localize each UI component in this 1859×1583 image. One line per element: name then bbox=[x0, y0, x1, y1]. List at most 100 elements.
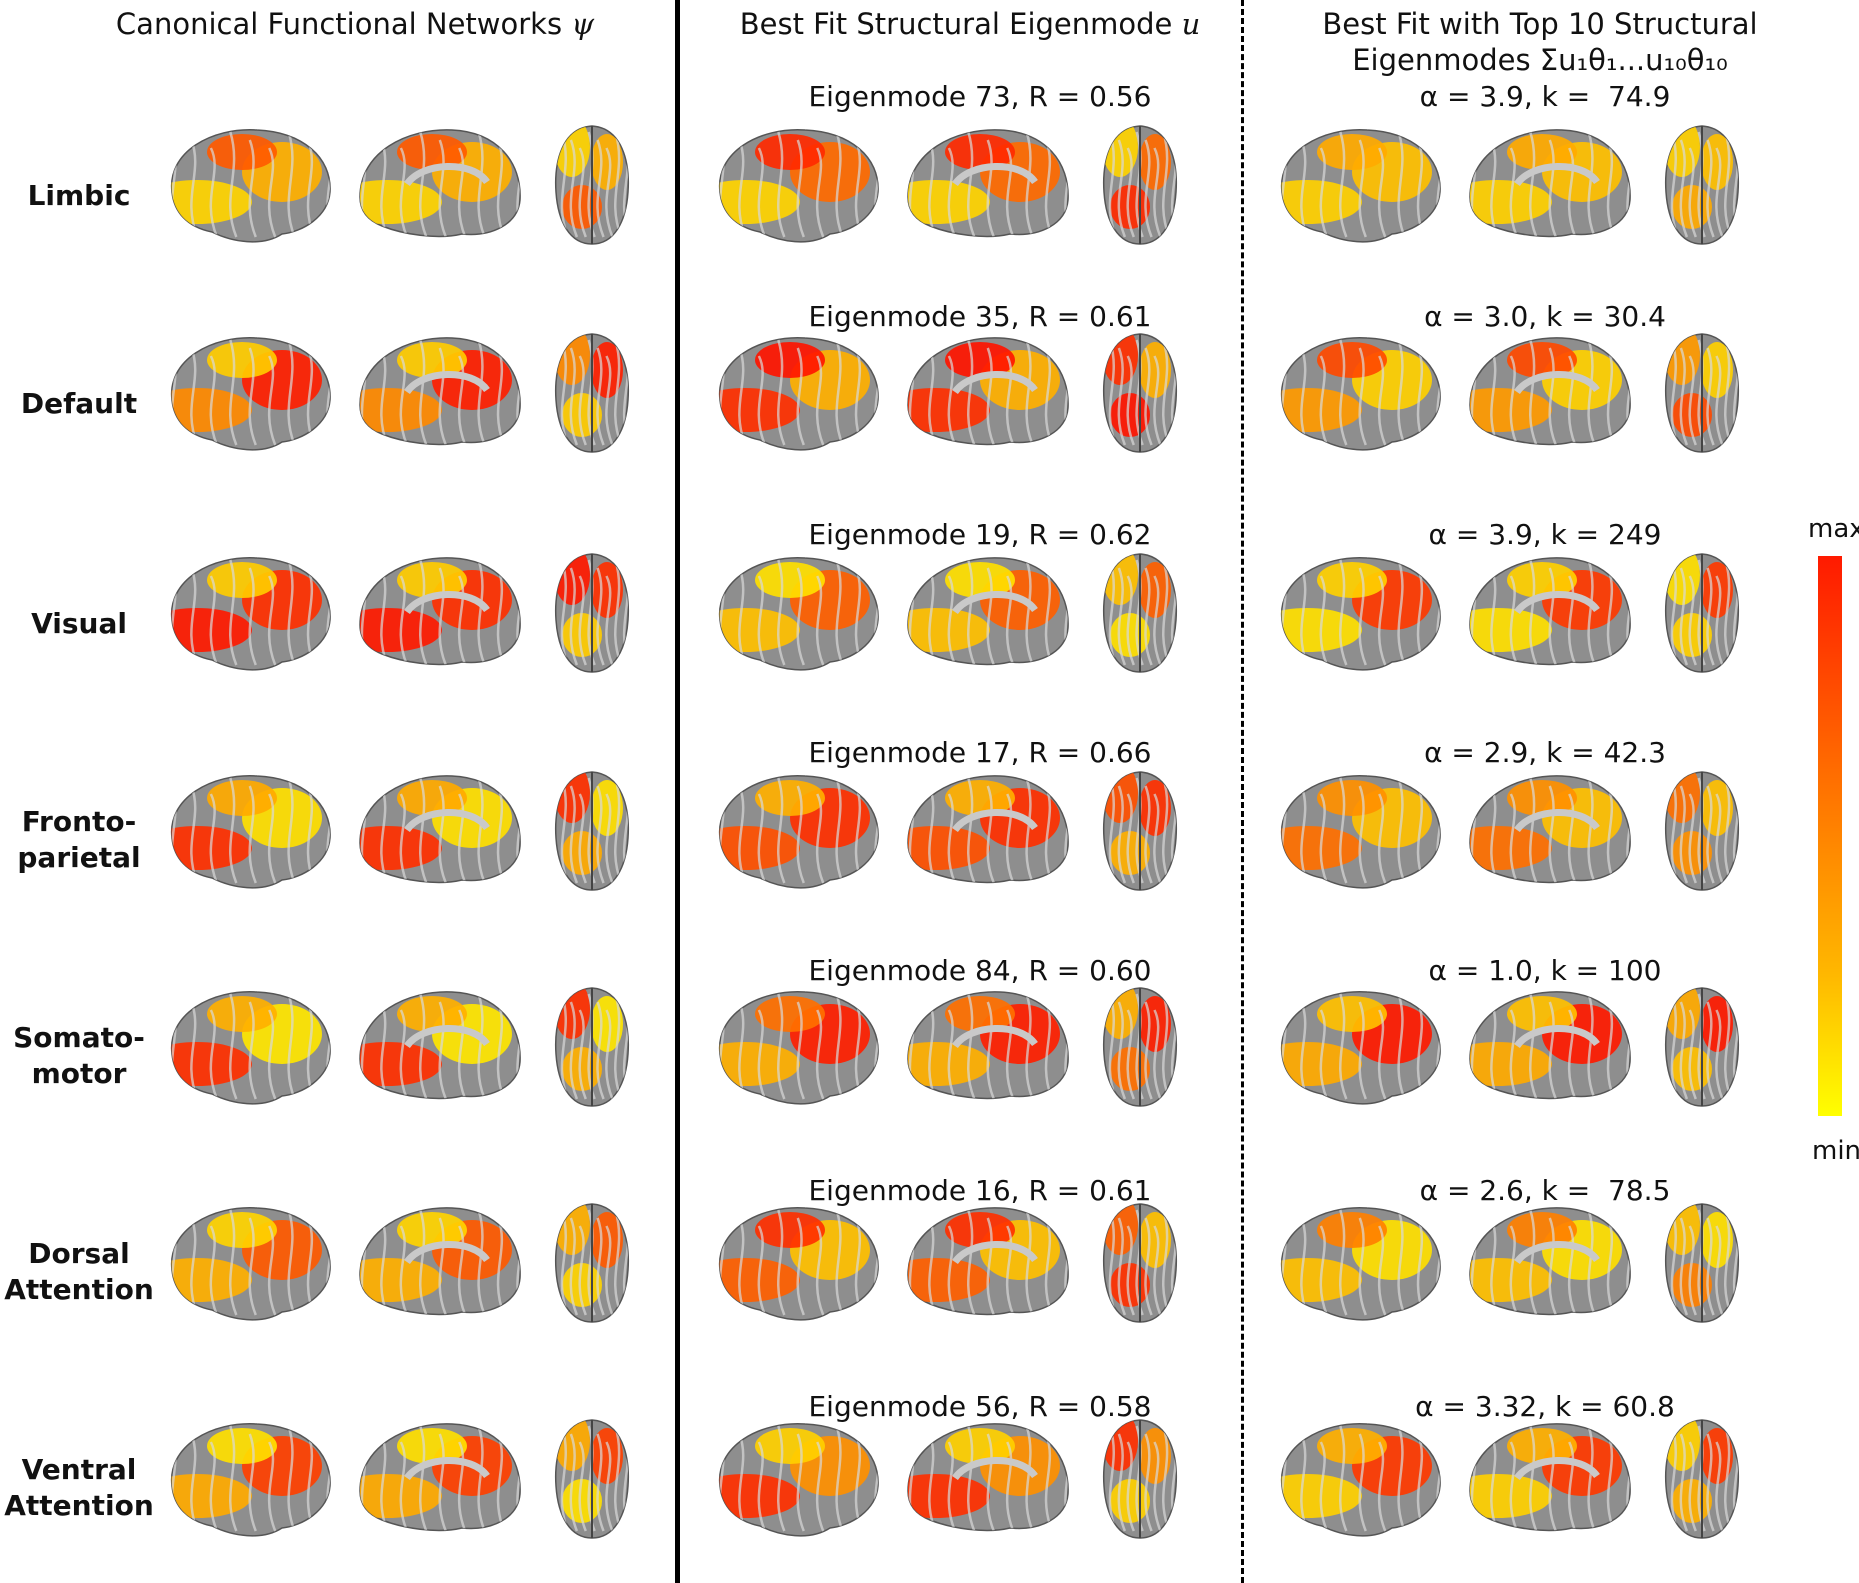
brain-eigenmode-dor-ventral-attention bbox=[1100, 1416, 1180, 1545]
brain-surface-med bbox=[359, 557, 521, 666]
brain-surface-lat bbox=[171, 557, 331, 671]
brain-eigenmode-lat-visual bbox=[710, 550, 885, 679]
brain-eigenmode-lat-limbic bbox=[710, 122, 885, 251]
brain-canonical-med-default bbox=[352, 330, 527, 459]
brain-canonical-lat-somato-motor bbox=[162, 984, 337, 1113]
brain-surface-lat bbox=[1281, 1207, 1441, 1321]
brain-top10-dor-fronto-parietal bbox=[1662, 768, 1742, 897]
brain-surface-med bbox=[359, 991, 521, 1100]
row-label-fronto-parietal: Fronto-parietal bbox=[0, 804, 158, 876]
brain-surface-dor bbox=[554, 125, 630, 245]
brain-surface-dor bbox=[1102, 1419, 1178, 1539]
row-label-limbic: Limbic bbox=[0, 178, 158, 214]
column-header-eigenmode: Best Fit Structural Eigenmode u bbox=[690, 6, 1250, 42]
row-label-line: Default bbox=[20, 387, 138, 420]
row-label-line: Visual bbox=[31, 607, 127, 640]
eigenmode-caption: Eigenmode 35, R = 0.61 bbox=[808, 300, 1152, 333]
brain-top10-med-limbic bbox=[1462, 122, 1637, 251]
brain-surface-med bbox=[1469, 1423, 1631, 1532]
brain-top10-lat-dorsal-attention bbox=[1272, 1200, 1447, 1329]
brain-surface-lat bbox=[719, 775, 879, 889]
brain-top10-med-ventral-attention bbox=[1462, 1416, 1637, 1545]
brain-surface-dor bbox=[554, 771, 630, 891]
brain-surface-med bbox=[1469, 557, 1631, 666]
row-label-line: motor bbox=[31, 1057, 127, 1090]
brain-top10-lat-visual bbox=[1272, 550, 1447, 679]
brain-canonical-med-visual bbox=[352, 550, 527, 679]
brain-canonical-dor-limbic bbox=[552, 122, 632, 251]
eigenmode-caption: Eigenmode 73, R = 0.56 bbox=[808, 80, 1152, 113]
brain-eigenmode-med-limbic bbox=[900, 122, 1075, 251]
brain-surface-dor bbox=[1102, 987, 1178, 1107]
psi-symbol: ψ bbox=[571, 7, 595, 41]
fit-parameters-caption: α = 3.9, k = 74.9 bbox=[1419, 80, 1671, 113]
header-eigenmode-text: Best Fit Structural Eigenmode bbox=[739, 7, 1173, 41]
brain-eigenmode-lat-ventral-attention bbox=[710, 1416, 885, 1545]
row-label-line: parietal bbox=[17, 841, 141, 874]
fit-parameters-caption: α = 3.0, k = 30.4 bbox=[1424, 300, 1666, 333]
brain-top10-lat-default bbox=[1272, 330, 1447, 459]
brain-top10-med-fronto-parietal bbox=[1462, 768, 1637, 897]
brain-surface-med bbox=[1469, 1207, 1631, 1316]
brain-canonical-med-dorsal-attention bbox=[352, 1200, 527, 1329]
brain-canonical-lat-limbic bbox=[162, 122, 337, 251]
brain-canonical-lat-visual bbox=[162, 550, 337, 679]
brain-eigenmode-dor-somato-motor bbox=[1100, 984, 1180, 1113]
brain-top10-lat-fronto-parietal bbox=[1272, 768, 1447, 897]
brain-surface-lat bbox=[171, 1207, 331, 1321]
brain-eigenmode-med-default bbox=[900, 330, 1075, 459]
brain-surface-med bbox=[359, 775, 521, 884]
brain-canonical-dor-somato-motor bbox=[552, 984, 632, 1113]
brain-surface-lat bbox=[171, 991, 331, 1105]
brain-surface-med bbox=[1469, 775, 1631, 884]
brain-canonical-dor-ventral-attention bbox=[552, 1416, 632, 1545]
brain-top10-lat-ventral-attention bbox=[1272, 1416, 1447, 1545]
brain-surface-dor bbox=[1664, 771, 1740, 891]
brain-top10-dor-dorsal-attention bbox=[1662, 1200, 1742, 1329]
header-top10-line2: Eigenmodes Σu₁θ₁...u₁₀θ₁₀ bbox=[1352, 43, 1728, 77]
eigenmode-caption: Eigenmode 16, R = 0.61 bbox=[808, 1174, 1152, 1207]
row-label-line: Somato- bbox=[13, 1021, 145, 1054]
brain-surface-dor bbox=[1102, 333, 1178, 453]
brain-top10-lat-limbic bbox=[1272, 122, 1447, 251]
colorbar bbox=[1818, 556, 1842, 1116]
row-label-default: Default bbox=[0, 386, 158, 422]
brain-surface-dor bbox=[554, 553, 630, 673]
brain-surface-med bbox=[1469, 991, 1631, 1100]
fit-parameters-caption: α = 3.32, k = 60.8 bbox=[1415, 1390, 1675, 1423]
brain-canonical-med-ventral-attention bbox=[352, 1416, 527, 1545]
eigenmode-caption: Eigenmode 56, R = 0.58 bbox=[808, 1390, 1152, 1423]
brain-top10-med-visual bbox=[1462, 550, 1637, 679]
brain-surface-lat bbox=[171, 775, 331, 889]
brain-surface-lat bbox=[719, 1423, 879, 1537]
brain-top10-dor-default bbox=[1662, 330, 1742, 459]
brain-surface-med bbox=[907, 557, 1069, 666]
brain-eigenmode-med-somato-motor bbox=[900, 984, 1075, 1113]
fit-parameters-caption: α = 3.9, k = 249 bbox=[1428, 518, 1662, 551]
brain-eigenmode-dor-default bbox=[1100, 330, 1180, 459]
brain-surface-lat bbox=[719, 1207, 879, 1321]
fit-parameters-caption: α = 2.6, k = 78.5 bbox=[1419, 1174, 1671, 1207]
brain-surface-lat bbox=[171, 129, 331, 243]
brain-canonical-med-fronto-parietal bbox=[352, 768, 527, 897]
row-label-line: Attention bbox=[4, 1273, 154, 1306]
brain-eigenmode-lat-default bbox=[710, 330, 885, 459]
brain-surface-lat bbox=[171, 1423, 331, 1537]
brain-eigenmode-dor-dorsal-attention bbox=[1100, 1200, 1180, 1329]
brain-eigenmode-lat-dorsal-attention bbox=[710, 1200, 885, 1329]
brain-eigenmode-dor-limbic bbox=[1100, 122, 1180, 251]
brain-canonical-dor-dorsal-attention bbox=[552, 1200, 632, 1329]
brain-surface-med bbox=[359, 1423, 521, 1532]
row-label-line: Fronto- bbox=[21, 805, 137, 838]
brain-surface-med bbox=[359, 1207, 521, 1316]
row-label-line: Dorsal bbox=[28, 1237, 130, 1270]
brain-eigenmode-dor-fronto-parietal bbox=[1100, 768, 1180, 897]
brain-top10-dor-ventral-attention bbox=[1662, 1416, 1742, 1545]
brain-surface-dor bbox=[1102, 1203, 1178, 1323]
brain-eigenmode-med-visual bbox=[900, 550, 1075, 679]
row-label-line: Attention bbox=[4, 1489, 154, 1522]
row-label-dorsal-attention: Dorsal Attention bbox=[0, 1236, 158, 1308]
brain-surface-lat bbox=[719, 991, 879, 1105]
brain-canonical-med-somato-motor bbox=[352, 984, 527, 1113]
brain-surface-med bbox=[359, 129, 521, 238]
